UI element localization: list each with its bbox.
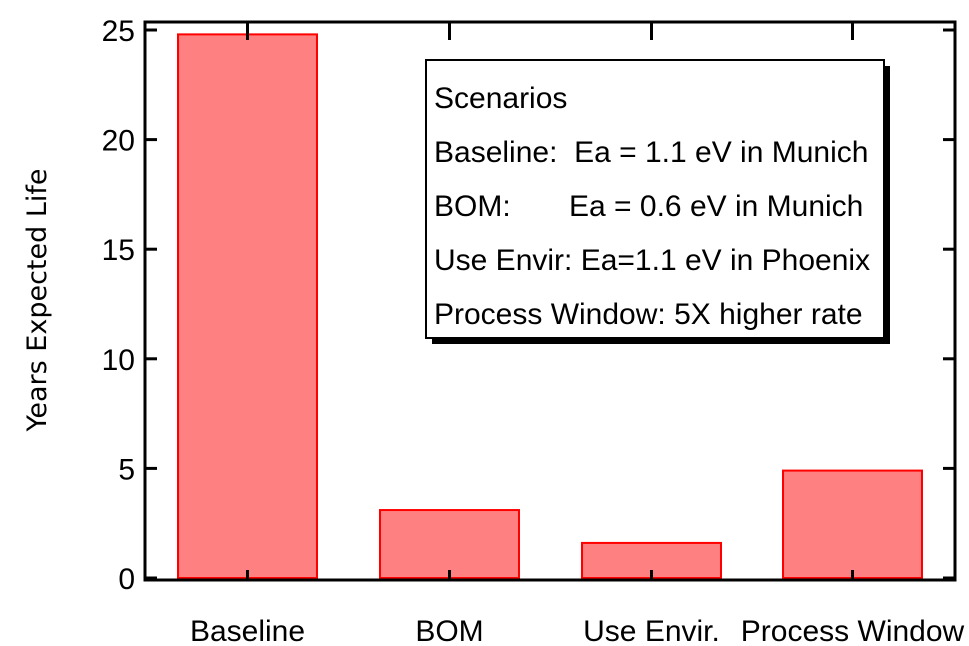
x-axis: Baseline BOM Use Envir. Process Window: [190, 22, 965, 646]
y-tick-label: 15: [102, 234, 135, 267]
y-tick-label: 20: [102, 125, 135, 158]
x-category-label: Use Envir.: [583, 615, 720, 646]
bar-bom: [379, 509, 520, 580]
legend: Scenarios Baseline: Ea = 1.1 eV in Munich…: [425, 59, 890, 344]
legend-box: [425, 59, 885, 339]
bars-group: [177, 33, 923, 580]
y-axis: 0 5 10 15 20 25: [102, 15, 955, 596]
x-category-label: Baseline: [190, 615, 305, 646]
bar-baseline: [177, 33, 318, 580]
y-tick-label: 25: [102, 15, 135, 48]
y-tick-label: 5: [118, 453, 135, 486]
legend-line: Scenarios: [434, 82, 567, 115]
legend-line: Process Window: 5X higher rate: [434, 298, 863, 331]
legend-line: Use Envir: Ea=1.1 eV in Phoenix: [434, 244, 870, 277]
plot-frame: [143, 20, 957, 582]
y-tick-label: 10: [102, 344, 135, 377]
x-category-label: BOM: [415, 615, 483, 646]
legend-line: Baseline: Ea = 1.1 eV in Munich: [434, 136, 868, 169]
y-axis-label: Years Expected Life: [22, 168, 53, 432]
x-category-label: Process Window: [741, 615, 965, 646]
bar-process-window: [782, 469, 923, 580]
legend-line: BOM: Ea = 0.6 eV in Munich: [434, 190, 863, 223]
y-tick-label: 0: [118, 563, 135, 596]
